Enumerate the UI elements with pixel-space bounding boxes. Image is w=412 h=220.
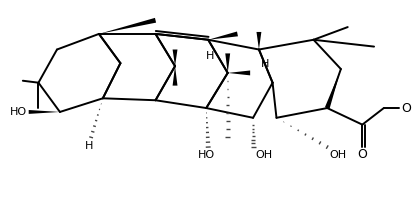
Polygon shape bbox=[29, 110, 60, 114]
Text: O: O bbox=[401, 102, 411, 115]
Text: O: O bbox=[357, 148, 367, 161]
Text: OH: OH bbox=[255, 150, 272, 160]
Polygon shape bbox=[208, 31, 238, 40]
Polygon shape bbox=[225, 53, 230, 73]
Text: HO: HO bbox=[9, 107, 27, 117]
Polygon shape bbox=[173, 66, 178, 86]
Polygon shape bbox=[325, 69, 341, 109]
Text: OH: OH bbox=[329, 150, 346, 160]
Text: H: H bbox=[85, 141, 94, 151]
Polygon shape bbox=[257, 32, 261, 50]
Text: H: H bbox=[261, 59, 269, 69]
Text: H: H bbox=[206, 51, 214, 61]
Text: HO: HO bbox=[198, 150, 215, 160]
Polygon shape bbox=[99, 18, 156, 34]
Polygon shape bbox=[228, 70, 250, 75]
Polygon shape bbox=[173, 50, 178, 66]
